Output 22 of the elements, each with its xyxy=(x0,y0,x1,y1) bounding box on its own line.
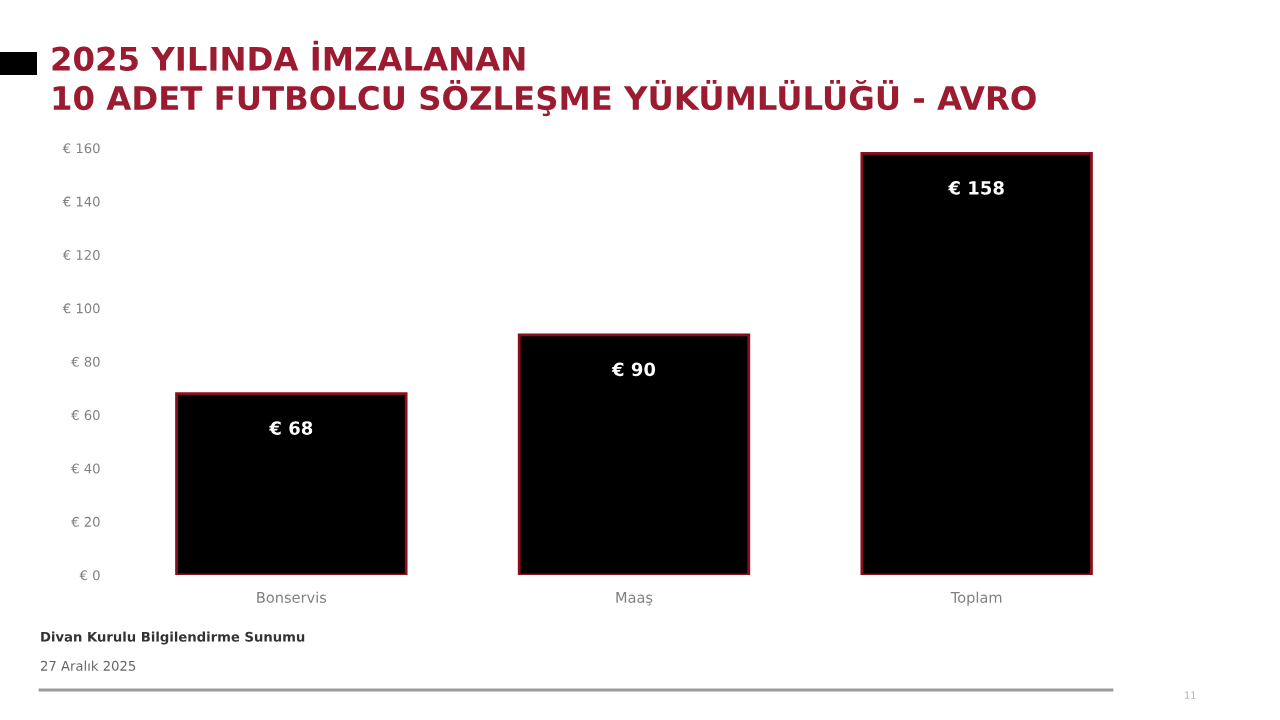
y-tick-label: € 20 xyxy=(71,516,100,527)
bar xyxy=(860,151,1093,575)
data-label: € 90 xyxy=(611,362,656,377)
chart-title: 2025 YILINDA İMZALANAN 10 ADET FUTBOLCU SÖZLEŞME YÜKÜMLÜLÜĞÜ - AVRO xyxy=(52,40,1036,117)
x-tick-label: Bonservis xyxy=(257,591,327,603)
bar xyxy=(175,392,408,575)
y-tick-label: € 0 xyxy=(79,570,100,581)
y-tick-label: € 160 xyxy=(62,143,100,154)
text: 27 Aralık 2025 xyxy=(40,660,136,671)
y-tick-label: € 40 xyxy=(71,463,100,474)
y-tick-label: € 120 xyxy=(62,249,100,260)
y-tick-label: € 100 xyxy=(62,303,100,314)
text: 11 xyxy=(1185,691,1196,699)
data-label: € 68 xyxy=(269,421,313,435)
x-tick-label: Maaş xyxy=(616,592,653,606)
y-tick-label: € 140 xyxy=(62,196,100,207)
y-tick-label: € 60 xyxy=(71,410,100,421)
x-tick-label: Toplam xyxy=(950,591,1002,606)
text: Divan Kurulu Bilgilendirme Sunumu xyxy=(41,631,305,645)
data-label: € 158 xyxy=(948,181,1004,195)
bar xyxy=(517,333,751,575)
y-tick-label: € 80 xyxy=(71,356,100,367)
